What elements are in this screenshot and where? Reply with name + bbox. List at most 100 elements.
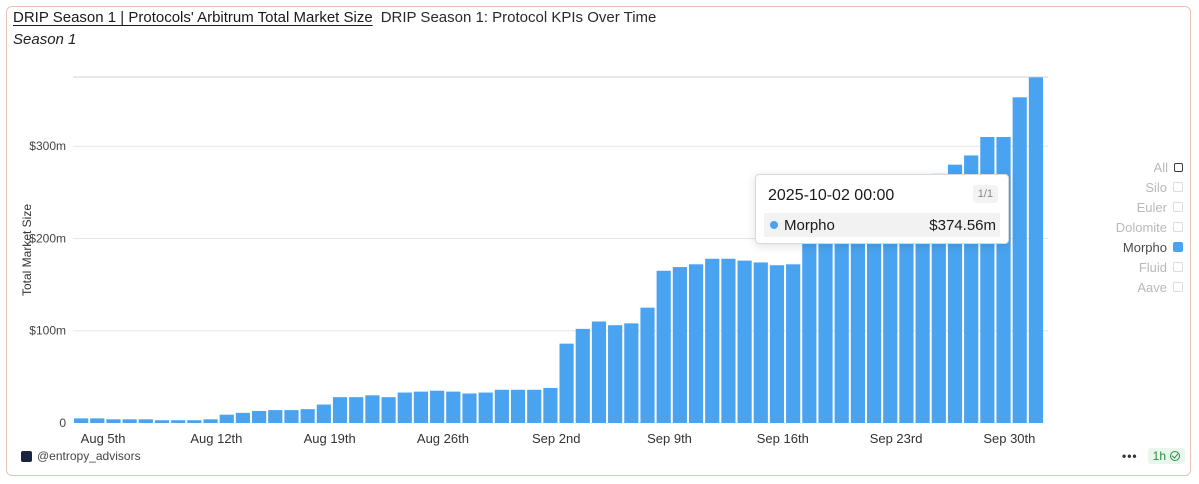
bar[interactable] bbox=[786, 264, 801, 423]
chart-title-link[interactable]: DRIP Season 1 | Protocols' Arbitrum Tota… bbox=[13, 9, 373, 26]
bar[interactable] bbox=[252, 411, 267, 423]
bar[interactable] bbox=[106, 419, 121, 423]
bar[interactable] bbox=[721, 258, 736, 423]
legend-item-dolomite[interactable]: Dolomite bbox=[1063, 217, 1183, 237]
x-tick-label: Sep 9th bbox=[647, 431, 692, 446]
legend-item-aave[interactable]: Aave bbox=[1063, 277, 1183, 297]
check-circle-icon bbox=[1170, 451, 1180, 461]
y-axis-ticks: 0 $100m $200m $300m bbox=[29, 139, 66, 430]
y-axis-label: Total Market Size bbox=[20, 204, 34, 296]
x-tick-label: Sep 23rd bbox=[870, 431, 923, 446]
legend-item-morpho[interactable]: Morpho bbox=[1063, 237, 1183, 257]
bar[interactable] bbox=[446, 391, 461, 423]
bar[interactable] bbox=[753, 262, 768, 423]
chart-header: DRIP Season 1 | Protocols' Arbitrum Tota… bbox=[13, 9, 656, 26]
more-options-icon[interactable]: ••• bbox=[1122, 449, 1138, 463]
bar[interactable] bbox=[510, 389, 526, 423]
bar[interactable] bbox=[381, 397, 396, 423]
y-tick-label: $100m bbox=[29, 324, 66, 338]
bar[interactable] bbox=[688, 264, 704, 423]
legend-label: All bbox=[1153, 159, 1168, 175]
legend-label: Fluid bbox=[1138, 259, 1167, 275]
bar[interactable] bbox=[138, 419, 153, 423]
attribution-handle[interactable]: @entropy_advisors bbox=[37, 449, 141, 463]
legend-label: Euler bbox=[1136, 199, 1167, 215]
legend-label: Aave bbox=[1137, 279, 1167, 295]
x-tick-label: Aug 19th bbox=[304, 431, 356, 446]
series-dot-icon bbox=[770, 221, 778, 229]
bar[interactable] bbox=[122, 419, 137, 423]
bar[interactable] bbox=[575, 328, 590, 423]
bar[interactable] bbox=[332, 397, 348, 423]
bar[interactable] bbox=[591, 321, 607, 423]
checkbox-icon bbox=[1173, 182, 1183, 192]
bar[interactable] bbox=[527, 389, 542, 423]
bar[interactable] bbox=[818, 233, 833, 423]
season-label: Season 1 bbox=[13, 31, 77, 48]
checkbox-icon bbox=[1173, 262, 1183, 272]
bar[interactable] bbox=[365, 395, 380, 423]
legend: All Silo Euler Dolomite Morpho Fluid Aav… bbox=[1063, 157, 1183, 297]
x-tick-label: Sep 2nd bbox=[532, 431, 580, 446]
bar[interactable] bbox=[608, 325, 623, 423]
bar[interactable] bbox=[1028, 77, 1043, 423]
footer-attribution: @entropy_advisors bbox=[21, 449, 141, 463]
bar[interactable] bbox=[769, 265, 785, 423]
bar[interactable] bbox=[349, 397, 364, 423]
checkbox-icon bbox=[1173, 202, 1183, 212]
bar[interactable] bbox=[235, 412, 251, 423]
bars bbox=[74, 77, 1043, 424]
legend-item-silo[interactable]: Silo bbox=[1063, 177, 1183, 197]
bar[interactable] bbox=[850, 227, 865, 423]
tooltip-value: $374.56m bbox=[929, 216, 996, 234]
checkbox-icon bbox=[1173, 222, 1183, 232]
bar[interactable] bbox=[559, 343, 574, 423]
bar[interactable] bbox=[268, 410, 283, 423]
bar[interactable] bbox=[462, 393, 477, 423]
bar[interactable] bbox=[543, 387, 558, 423]
tooltip-date: 2025-10-02 00:00 bbox=[768, 187, 895, 204]
bar[interactable] bbox=[656, 270, 671, 423]
legend-label: Dolomite bbox=[1115, 219, 1167, 235]
bar[interactable] bbox=[300, 409, 315, 423]
bar[interactable] bbox=[203, 419, 218, 423]
bar[interactable] bbox=[866, 224, 882, 423]
bar[interactable] bbox=[899, 201, 914, 423]
bar[interactable] bbox=[672, 267, 687, 423]
checkbox-icon bbox=[1174, 162, 1183, 172]
bar[interactable] bbox=[1012, 97, 1027, 423]
bar[interactable] bbox=[90, 418, 105, 423]
legend-item-fluid[interactable]: Fluid bbox=[1063, 257, 1183, 277]
bar[interactable] bbox=[397, 392, 412, 423]
bar[interactable] bbox=[705, 258, 720, 423]
tooltip-row: Morpho $374.56m bbox=[764, 213, 1000, 237]
bar[interactable] bbox=[154, 420, 170, 423]
x-tick-label: Aug 12th bbox=[190, 431, 242, 446]
footer-controls: ••• 1h bbox=[1122, 448, 1185, 464]
tooltip-series-name: Morpho bbox=[784, 216, 835, 234]
bar[interactable] bbox=[624, 323, 639, 423]
y-tick-label: $200m bbox=[29, 231, 66, 245]
bar[interactable] bbox=[834, 229, 849, 423]
bar[interactable] bbox=[187, 420, 202, 423]
bar[interactable] bbox=[316, 404, 331, 423]
bar[interactable] bbox=[413, 391, 429, 423]
bar[interactable] bbox=[171, 420, 186, 423]
bar[interactable] bbox=[430, 390, 445, 423]
bar[interactable] bbox=[494, 389, 509, 423]
bar[interactable] bbox=[478, 392, 493, 423]
bar[interactable] bbox=[640, 307, 655, 423]
bar[interactable] bbox=[883, 215, 898, 423]
tooltip-page-indicator: 1/1 bbox=[972, 185, 998, 203]
legend-item-all[interactable]: All bbox=[1063, 157, 1183, 177]
bar[interactable] bbox=[737, 260, 752, 423]
bar[interactable] bbox=[284, 410, 299, 423]
bar[interactable] bbox=[74, 418, 89, 423]
legend-item-euler[interactable]: Euler bbox=[1063, 197, 1183, 217]
bar[interactable] bbox=[219, 414, 234, 423]
refresh-badge[interactable]: 1h bbox=[1147, 448, 1185, 464]
x-axis-ticks: Aug 5th Aug 12th Aug 19th Aug 26th Sep 2nd Se… bbox=[81, 431, 1036, 446]
x-tick-label: Sep 16th bbox=[757, 431, 809, 446]
bar[interactable] bbox=[802, 240, 817, 423]
